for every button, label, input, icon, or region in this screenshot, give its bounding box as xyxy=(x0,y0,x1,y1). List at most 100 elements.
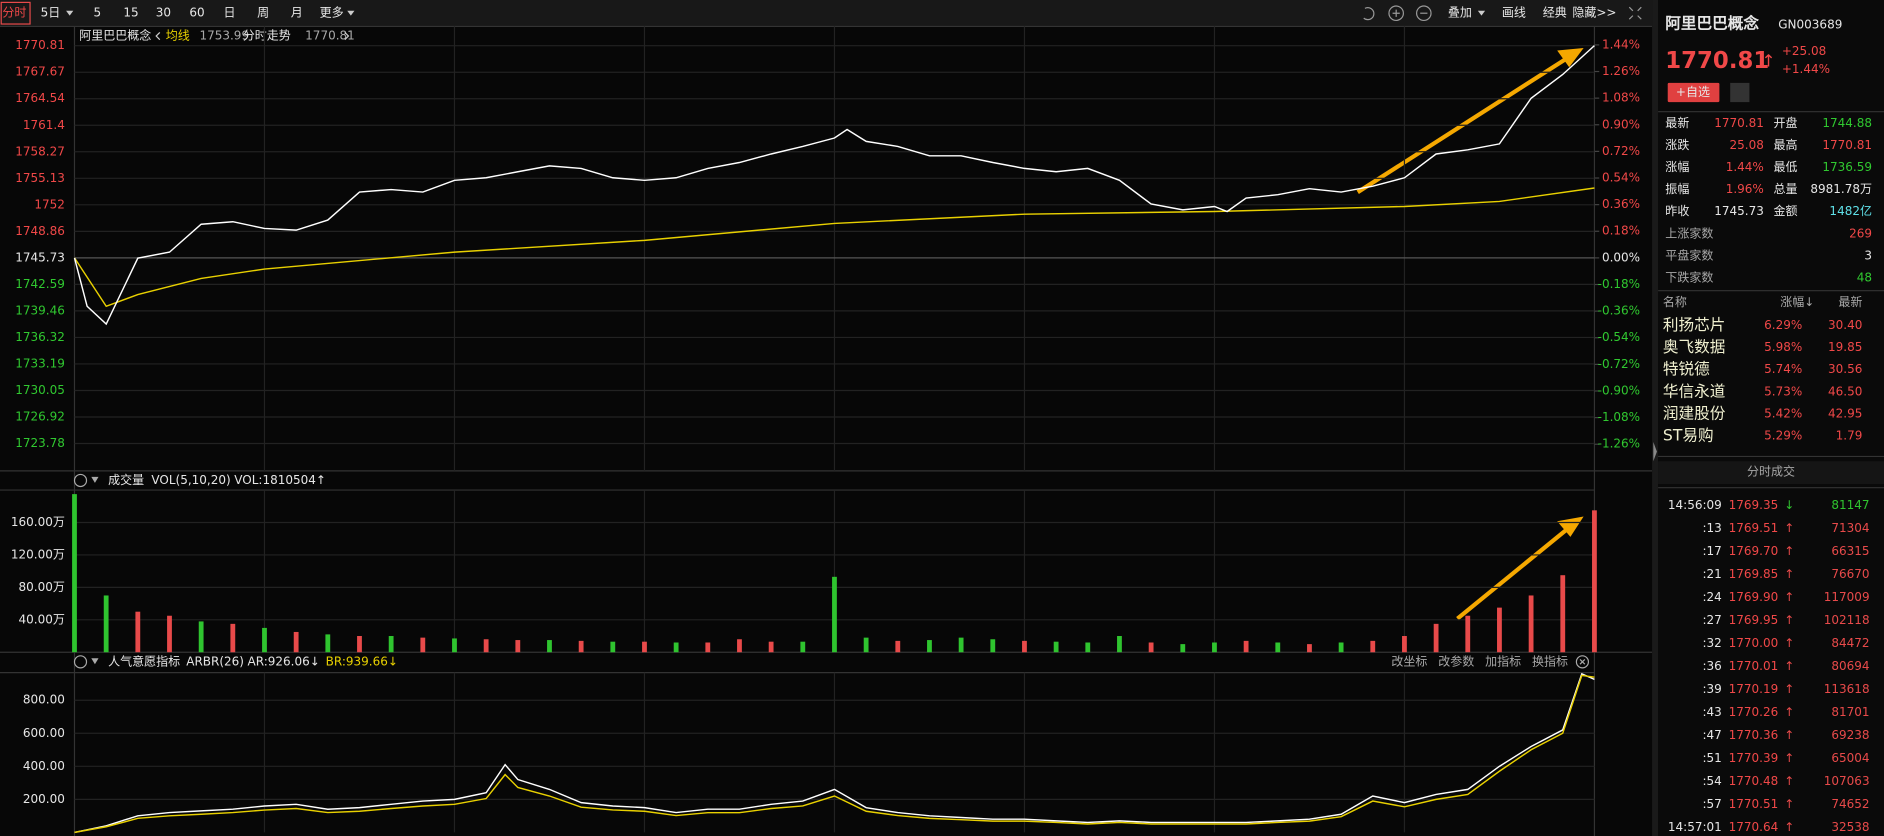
collapse-icon[interactable] xyxy=(91,476,99,483)
toolbar-tab[interactable]: 日 xyxy=(223,6,235,20)
toolbar-icons[interactable] xyxy=(1363,5,1642,22)
trade-volume: 84472 xyxy=(1831,636,1869,650)
splitter-arrow[interactable] xyxy=(1653,442,1657,462)
trade-volume: 69238 xyxy=(1831,728,1869,742)
toolbar-tab[interactable]: 分时 xyxy=(2,6,26,20)
y-tick-label: 1742.59 xyxy=(15,277,65,291)
indicator-button[interactable]: 改坐标 xyxy=(1391,654,1427,668)
volume-bar xyxy=(1560,575,1566,653)
trade-time: :47 xyxy=(1702,728,1721,742)
trade-price: 1769.51 xyxy=(1729,521,1779,535)
quote-value: 1744.88 xyxy=(1822,116,1872,130)
y2-tick-label: 1.08% xyxy=(1602,91,1640,105)
indicator-button[interactable]: 加指标 xyxy=(1485,653,1521,668)
toolbar-tab[interactable]: 15 xyxy=(123,6,138,20)
toolbar-button[interactable]: 叠加 xyxy=(1448,6,1472,20)
quote-value: 1482亿 xyxy=(1829,203,1872,218)
stock-name[interactable]: 奥飞数据 xyxy=(1663,338,1725,356)
collapse-icon[interactable] xyxy=(91,658,99,665)
stock-name[interactable]: 润建股份 xyxy=(1663,404,1726,422)
dropdown-arrows[interactable] xyxy=(66,10,1486,16)
stock-price: 30.56 xyxy=(1828,362,1862,376)
volume-bar xyxy=(990,639,996,653)
toolbar-tab[interactable]: 5日 xyxy=(41,6,61,20)
trade-arrow: ↑ xyxy=(1784,521,1794,535)
legend-name: 均线 xyxy=(166,29,190,43)
chevron[interactable] xyxy=(344,32,350,41)
toolbar-tab[interactable]: 月 xyxy=(291,6,303,20)
trade-price: 1770.26 xyxy=(1729,705,1779,719)
stock-change: 5.73% xyxy=(1764,384,1802,398)
toolbar-button[interactable]: 隐藏>> xyxy=(1572,6,1616,20)
indicator-button[interactable]: 改参数 xyxy=(1438,653,1474,668)
close-icon[interactable] xyxy=(1575,655,1590,669)
watch-button-label[interactable]: +自选 xyxy=(1676,85,1710,99)
trade-price: 1769.70 xyxy=(1729,544,1779,558)
y2-tick-label: -1.08% xyxy=(1598,410,1640,424)
toolbar-tab[interactable]: 5 xyxy=(94,6,102,20)
series-line xyxy=(73,187,1595,308)
stock-name[interactable]: 利扬芯片 xyxy=(1663,316,1725,334)
stock-name[interactable]: ST易购 xyxy=(1663,427,1714,445)
stock-name[interactable]: 华信永道 xyxy=(1663,382,1726,400)
help-icon[interactable] xyxy=(73,473,88,488)
alert-button[interactable] xyxy=(1730,82,1750,103)
trade-volume: 107063 xyxy=(1824,774,1870,788)
count-value: 269 xyxy=(1849,227,1872,241)
toolbar-button[interactable]: 画线 xyxy=(1502,6,1526,20)
trade-price: 1770.01 xyxy=(1729,659,1779,673)
y2-tick-label: -0.72% xyxy=(1598,357,1640,371)
toolbar-tab[interactable]: 30 xyxy=(156,6,171,20)
volume-bar xyxy=(1592,510,1597,653)
quote-label: 最高 xyxy=(1773,137,1797,152)
y2-tick-label: 0.90% xyxy=(1602,117,1640,131)
volume-bar xyxy=(483,639,489,653)
volume-bar xyxy=(1022,640,1027,653)
active-tab-frame xyxy=(0,1,31,25)
indicator-title: 成交量 xyxy=(108,472,144,487)
column-header[interactable]: 最新 xyxy=(1838,294,1862,309)
y2-tick-label: 0.00% xyxy=(1602,250,1640,264)
indicator-button[interactable]: 换指标 xyxy=(1532,653,1568,668)
trade-volume: 117009 xyxy=(1824,590,1870,604)
series-line xyxy=(73,45,1595,326)
toolbar-tab[interactable]: 周 xyxy=(257,6,269,20)
quote-label: 最低 xyxy=(1773,160,1797,174)
y2-tick-label: 0.54% xyxy=(1602,171,1640,185)
help-icon[interactable] xyxy=(73,655,88,669)
volume-bar xyxy=(1085,642,1091,653)
indicator-title: 人气意愿指标 xyxy=(108,653,180,668)
trade-arrow: ↑ xyxy=(1784,613,1794,627)
watch-button[interactable] xyxy=(1667,82,1720,103)
close-icon-x[interactable] xyxy=(1579,659,1586,665)
toolbar-tab[interactable]: 60 xyxy=(189,6,204,20)
volume-bar xyxy=(1370,640,1376,653)
toolbar-tab[interactable]: 更多 xyxy=(320,6,344,20)
stock-name[interactable]: 特锐德 xyxy=(1663,360,1710,378)
splitter[interactable] xyxy=(1652,0,1659,836)
stock-price: 1.79 xyxy=(1836,429,1863,443)
y-tick-label: 1736.32 xyxy=(15,330,65,344)
column-header[interactable]: 涨幅↓ xyxy=(1780,294,1814,309)
volume-bar xyxy=(262,627,267,653)
volume-bar xyxy=(357,636,362,653)
stock-code: GN003689 xyxy=(1778,18,1842,32)
change: +25.08 xyxy=(1782,44,1826,58)
trade-arrow: ↑ xyxy=(1784,728,1794,742)
trade-arrow: ↑ xyxy=(1784,590,1794,604)
trade-volume: 76670 xyxy=(1831,567,1869,581)
volume-bar xyxy=(832,576,837,653)
chevron[interactable] xyxy=(155,32,161,41)
y-tick-label: 1752 xyxy=(34,197,65,211)
y-tick-label: 1726.92 xyxy=(15,409,65,423)
trade-volume: 71304 xyxy=(1831,521,1869,535)
volume-bar xyxy=(72,494,77,653)
toolbar-button[interactable]: 经典 xyxy=(1543,6,1567,20)
y-tick-label: 1745.73 xyxy=(15,250,65,264)
y-tick-label: 400.00 xyxy=(23,759,65,773)
column-header[interactable]: 名称 xyxy=(1663,294,1687,309)
stock-change: 5.29% xyxy=(1764,429,1802,443)
quote-label: 最新 xyxy=(1665,115,1689,130)
volume-bar xyxy=(1402,636,1407,653)
trade-price: 1770.00 xyxy=(1729,636,1779,650)
